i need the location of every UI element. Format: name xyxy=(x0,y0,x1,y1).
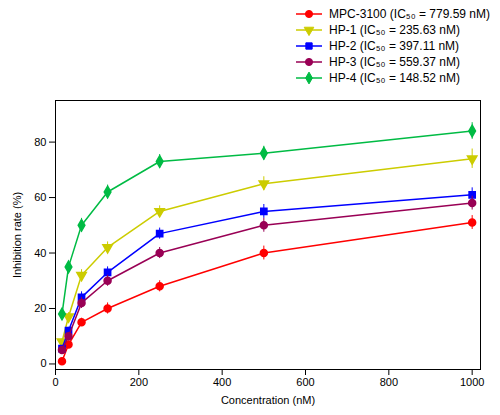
svg-text:40: 40 xyxy=(34,247,46,259)
svg-text:400: 400 xyxy=(213,376,231,388)
svg-text:0: 0 xyxy=(52,376,58,388)
html-text:MPC-3100 (IC₅₀ = 779.59 nM): MPC-3100 (IC₅₀ = 779.59 nM) xyxy=(329,7,490,21)
svg-text:20: 20 xyxy=(34,302,46,314)
svg-text:Inhibition rate (%): Inhibition rate (%) xyxy=(11,192,23,278)
svg-text:80: 80 xyxy=(34,136,46,148)
html-text:HP-1 (IC₅₀ = 235.63 nM): HP-1 (IC₅₀ = 235.63 nM) xyxy=(329,23,460,37)
svg-text:0: 0 xyxy=(40,357,46,369)
svg-text:200: 200 xyxy=(130,376,148,388)
svg-text:60: 60 xyxy=(34,191,46,203)
svg-text:1000: 1000 xyxy=(460,376,484,388)
html-text:HP-2 (IC₅₀ = 397.11 nM): HP-2 (IC₅₀ = 397.11 nM) xyxy=(329,39,460,53)
svg-text:600: 600 xyxy=(296,376,314,388)
svg-text:Concentration (nM): Concentration (nM) xyxy=(221,394,315,406)
html-text:HP-3 (IC₅₀ = 559.37 nM): HP-3 (IC₅₀ = 559.37 nM) xyxy=(329,55,460,69)
html-text:HP-4 (IC₅₀ = 148.52 nM): HP-4 (IC₅₀ = 148.52 nM) xyxy=(329,71,460,85)
svg-text:800: 800 xyxy=(380,376,398,388)
